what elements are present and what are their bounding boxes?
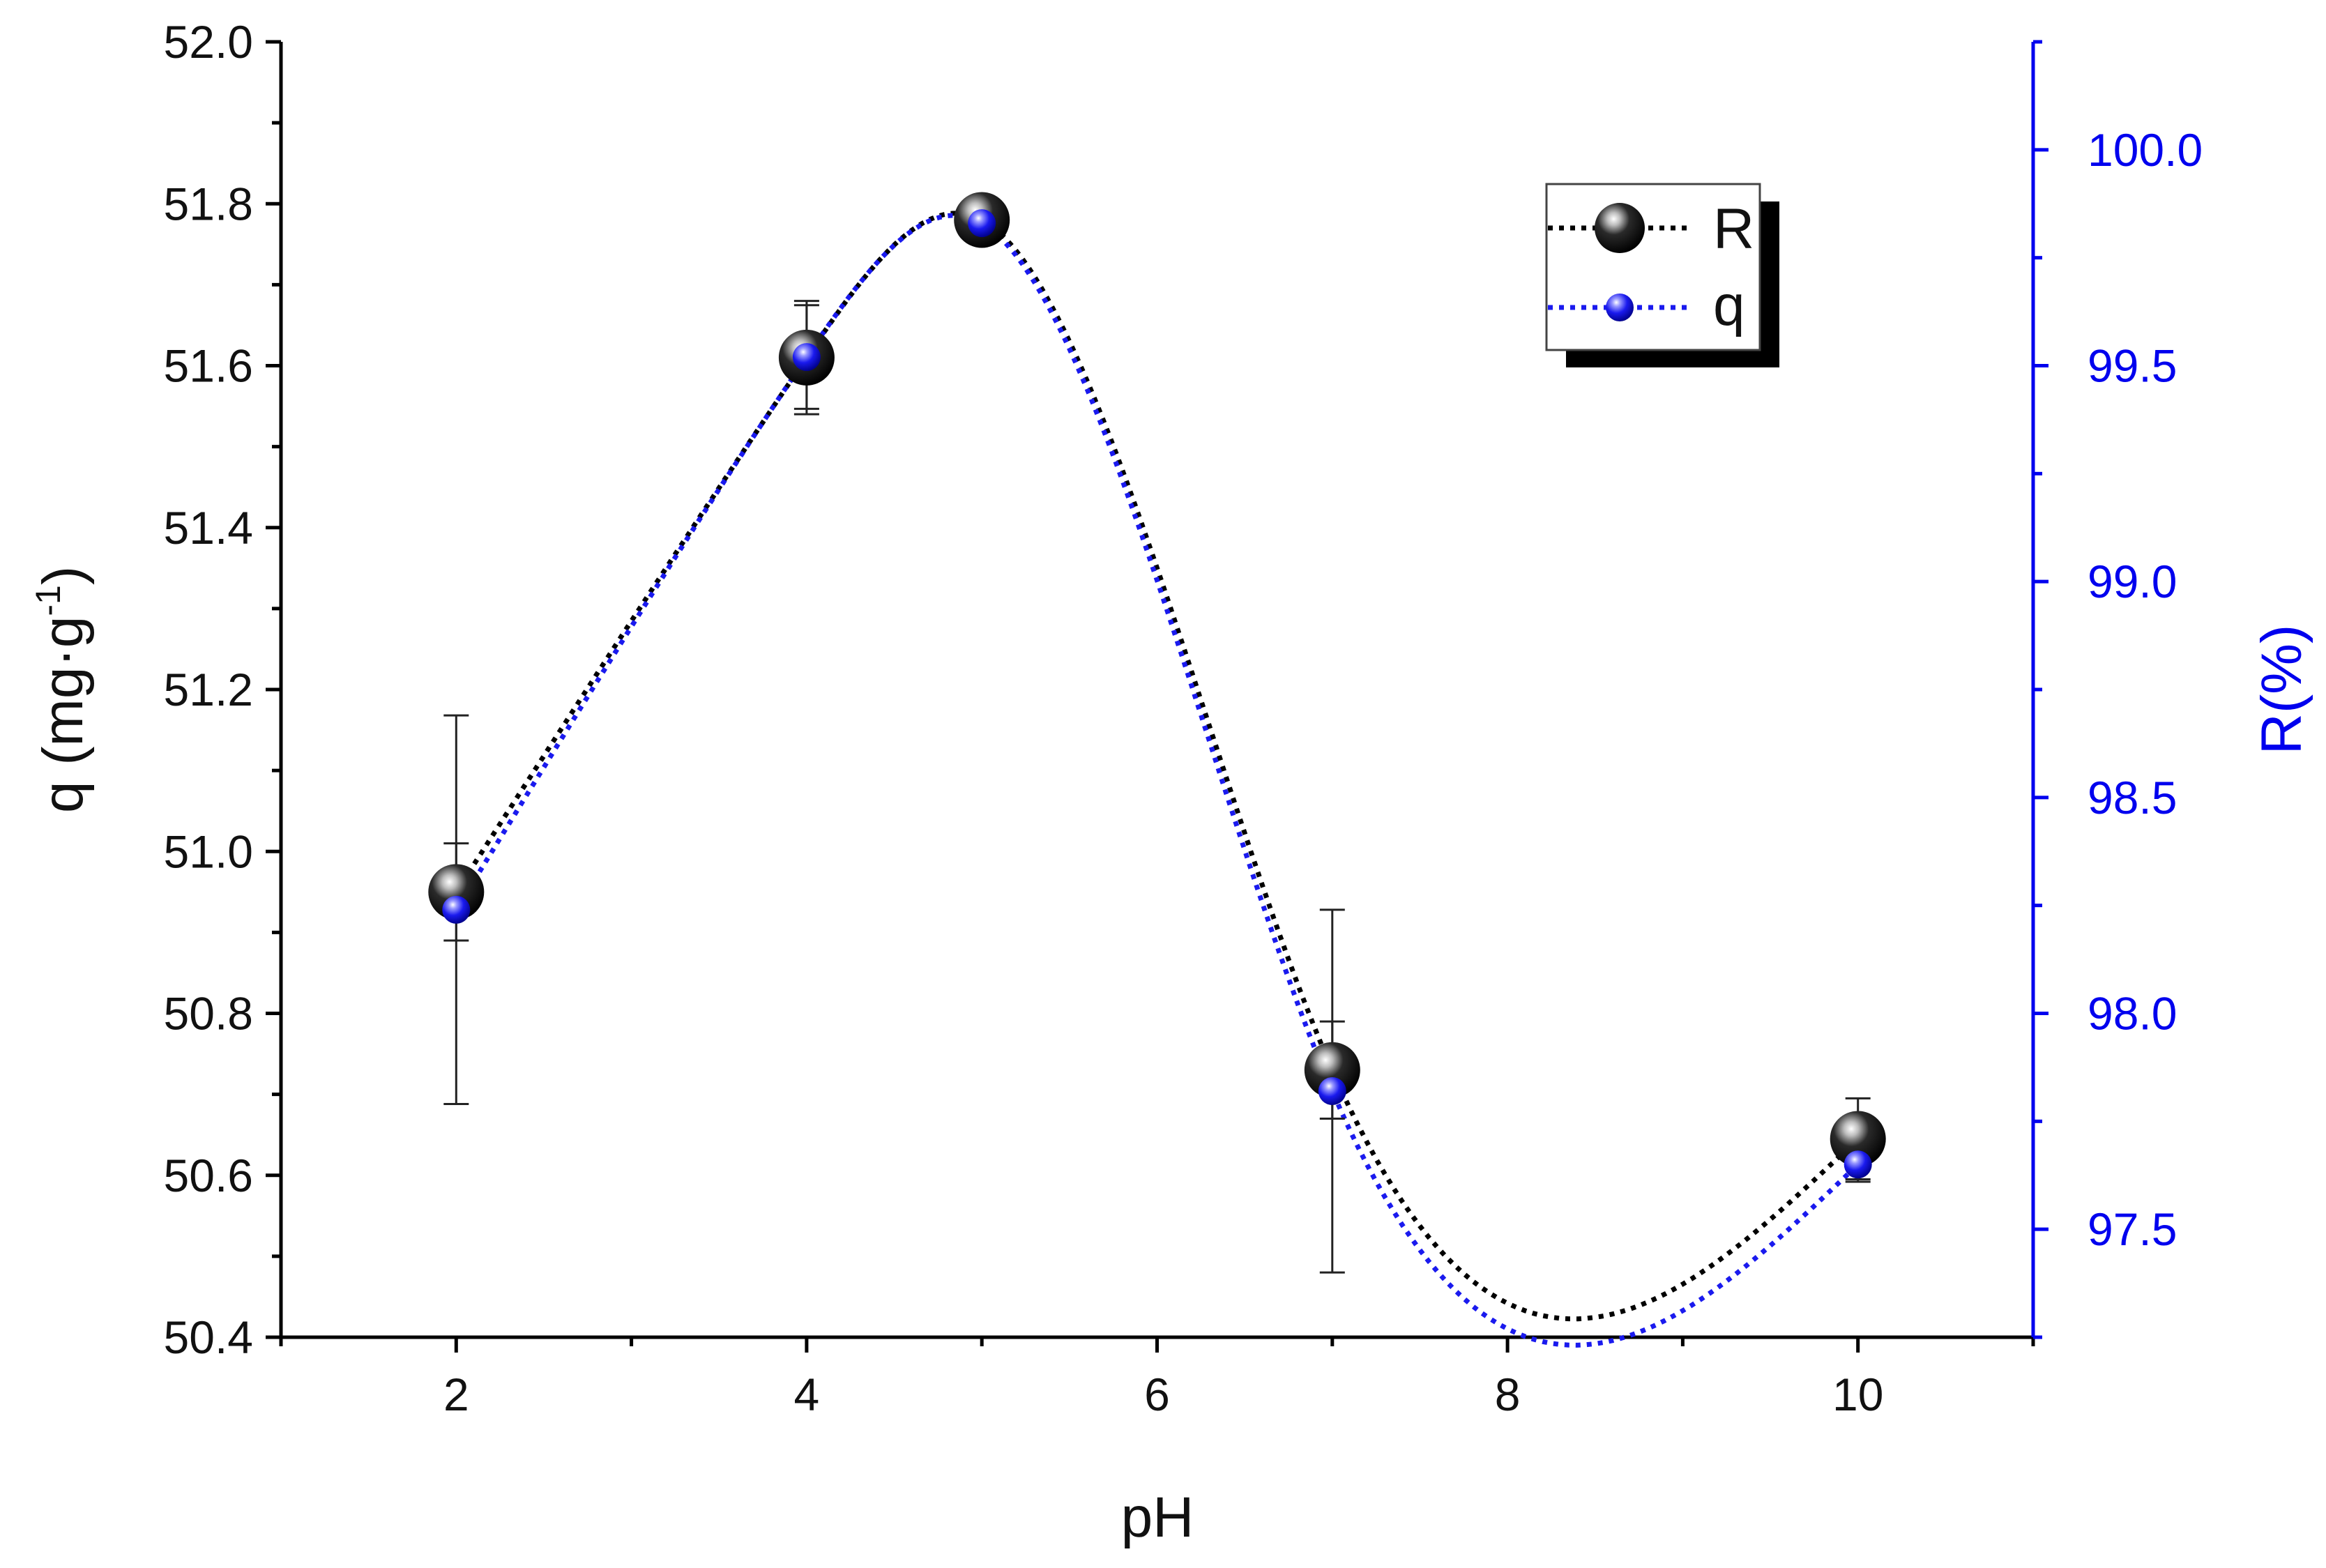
left-tick-label: 51.4: [164, 502, 253, 554]
legend: R q: [1545, 183, 1779, 367]
series-line-q: [454, 213, 1860, 1348]
point-q: [968, 209, 996, 238]
right-tick-label: 98.5: [2088, 772, 2177, 823]
point-q: [792, 343, 821, 372]
legend-marker-q: [1606, 294, 1634, 321]
left-axis-title: q (mg·g-1): [29, 566, 95, 813]
left-tick-label: 50.6: [164, 1150, 253, 1201]
right-tick-label: 98.0: [2088, 988, 2177, 1040]
point-R: [1304, 1042, 1360, 1098]
left-tick-label: 51.0: [164, 825, 253, 877]
point-q: [442, 895, 471, 924]
legend-label-q: q: [1713, 274, 1745, 337]
x-tick-label: 10: [1832, 1369, 1883, 1420]
markers: [428, 192, 1886, 1179]
x-tick-label: 8: [1495, 1369, 1521, 1420]
left-axis-title-sup: -1: [29, 585, 68, 616]
right-tick-label: 99.5: [2088, 340, 2177, 392]
left-tick-label: 50.4: [164, 1311, 253, 1363]
x-axis-title: pH: [1121, 1486, 1194, 1549]
right-ticks: 97.5 98.0 98.5 99.0 99.5 100.0: [2033, 40, 2203, 1339]
legend-box: [1545, 183, 1761, 351]
left-tick-label: 52.0: [164, 16, 253, 68]
legend-label-r: R: [1713, 197, 1754, 261]
left-tick-label: 50.8: [164, 988, 253, 1040]
x-tick-label: 6: [1144, 1369, 1170, 1420]
error-bars: [443, 300, 1871, 1274]
point-q: [1318, 1076, 1346, 1105]
series-lines: [454, 211, 1860, 1348]
right-axis-title: R(%): [2250, 625, 2313, 755]
series-line-R: [454, 211, 1860, 1322]
x-tick-label: 4: [794, 1369, 820, 1420]
right-tick-label: 100.0: [2088, 124, 2203, 176]
left-axis-title-main: q (mg·g: [31, 616, 95, 814]
point-R: [428, 864, 485, 920]
right-tick-label: 99.0: [2088, 556, 2177, 607]
legend-marker-r: [1595, 203, 1645, 253]
left-tick-label: 51.2: [164, 664, 253, 715]
right-tick-label: 97.5: [2088, 1203, 2177, 1255]
left-tick-label: 51.6: [164, 340, 253, 392]
point-R: [1830, 1111, 1886, 1167]
left-tick-label: 51.8: [164, 178, 253, 229]
left-ticks: 50.4 50.6 50.8 51.0 51.2 51.4 51.6 51.8 52.0: [164, 16, 281, 1363]
point-q: [1844, 1150, 1872, 1179]
left-axis-title-close: ): [31, 566, 95, 585]
x-ticks: 2 4 6 8 10: [279, 1337, 2035, 1420]
x-tick-label: 2: [443, 1369, 469, 1420]
